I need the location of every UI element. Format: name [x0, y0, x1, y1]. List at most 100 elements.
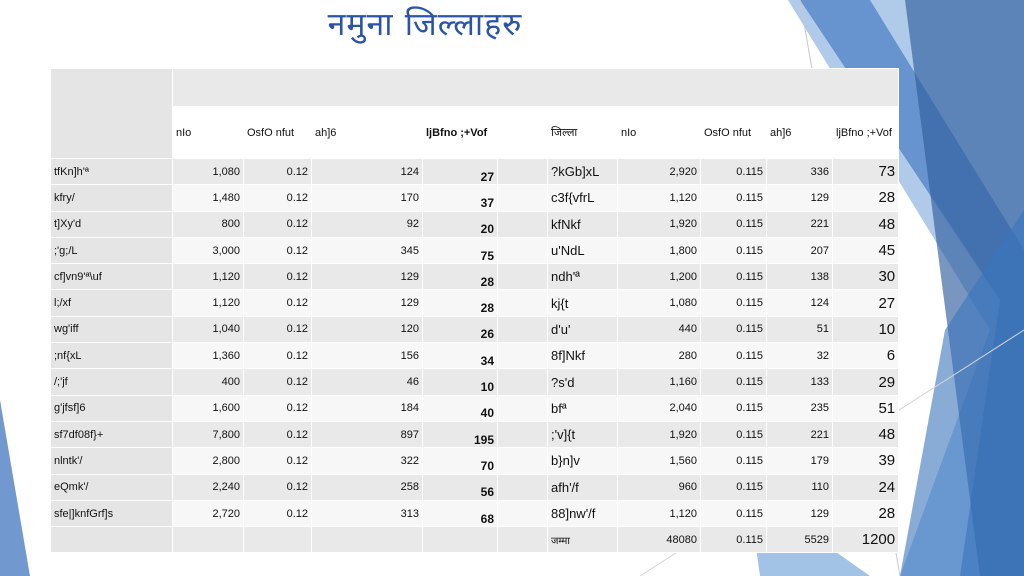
ratio-right: 0.115 — [700, 447, 767, 475]
schools-left: 27 — [422, 157, 498, 186]
area-right: 960 — [617, 473, 701, 501]
area-right: 2,920 — [617, 157, 701, 186]
ratio-right: 0.115 — [700, 184, 767, 212]
total-blank-cell — [497, 526, 548, 554]
ratio-right: 0.115 — [700, 420, 767, 449]
budget-left: 258 — [311, 473, 423, 501]
area-left: 1,040 — [172, 315, 244, 344]
table-row: nlntk'/2,800 0.12 322 70 b}n]v 1,560 0.115 179 3… — [50, 447, 900, 475]
ratio-right: 0.115 — [700, 368, 767, 396]
district-name-left: sf7df08f}+ — [50, 420, 173, 449]
table-row: g'jfsf]6 1,600 0.12 184 40 bfª 2,040 0.115 235 51 — [50, 394, 900, 422]
budget-left: 170 — [311, 184, 423, 212]
ratio-left: 0.12 — [243, 368, 312, 396]
area-left: 1,360 — [172, 342, 244, 370]
ratio-left: 0.12 — [243, 447, 312, 475]
total-budget: 5529 — [766, 526, 833, 554]
area-right: 1,200 — [617, 263, 701, 291]
table-total-row: जम्मा 48080 0.115 5529 1200 — [50, 526, 900, 554]
district-name-left: l;/xf — [50, 289, 173, 317]
schools-right: 6 — [831, 342, 900, 370]
area-left: 2,800 — [172, 447, 244, 475]
budget-left: 124 — [311, 157, 423, 186]
total-blank-cell — [50, 526, 173, 554]
area-right: 1,560 — [617, 447, 701, 475]
header-budget-right: ah]6 — [766, 106, 833, 159]
district-name-left: g'jfsf]6 — [50, 394, 173, 422]
schools-left: 10 — [422, 368, 498, 396]
schools-right: 48 — [831, 420, 900, 449]
district-name-right: kj{t — [547, 289, 618, 317]
budget-right: 221 — [766, 210, 833, 238]
header-blank-cell — [497, 106, 548, 159]
area-right: 1,920 — [617, 420, 701, 449]
schools-left: 40 — [422, 394, 498, 422]
budget-left: 129 — [311, 289, 423, 317]
ratio-right: 0.115 — [700, 157, 767, 186]
schools-right: 48 — [831, 210, 900, 238]
ratio-left: 0.12 — [243, 394, 312, 422]
area-left: 7,800 — [172, 420, 244, 449]
header-budget-left: ah]6 — [311, 106, 423, 159]
header-district-right: जिल्ला — [547, 106, 618, 159]
total-area: 48080 — [617, 526, 701, 554]
area-left: 400 — [172, 368, 244, 396]
schools-left: 195 — [422, 420, 498, 449]
schools-right: 51 — [831, 394, 900, 422]
schools-left: 28 — [422, 263, 498, 291]
district-name-right: afh'/f — [547, 473, 618, 501]
schools-left: 68 — [422, 499, 498, 528]
blank-cell — [497, 342, 548, 370]
table-row: sf7df08f}+ 7,800 0.12 897 195 ;'v]{t 1,920 0.11… — [50, 420, 900, 449]
district-name-right: kfNkf — [547, 210, 618, 238]
budget-right: 138 — [766, 263, 833, 291]
schools-right: 27 — [831, 289, 900, 317]
slide-title: नमुना जिल्लाहरु — [327, 5, 523, 43]
budget-left: 184 — [311, 394, 423, 422]
schools-left: 70 — [422, 447, 498, 475]
area-right: 440 — [617, 315, 701, 344]
table-header-row: nIo OsfO nfut ah]6 ljBfno ;+Vof जिल्ला n… — [51, 106, 900, 159]
table-row: eQmk'/2,240 0.12 258 56 afh'/f 960 0.115 110 24 — [50, 473, 900, 501]
blank-cell — [497, 210, 548, 238]
table-row: ;'g;/L 3,000 0.12 345 75 u'NdL 1,800 0.115 207 45 — [50, 236, 900, 265]
total-label: जम्मा — [547, 526, 618, 554]
area-right: 1,920 — [617, 210, 701, 238]
budget-right: 129 — [766, 499, 833, 528]
ratio-right: 0.115 — [700, 289, 767, 317]
table-row: wg'iff 1,040 0.12 120 26 d'u' 440 0.115 51 10 — [50, 315, 900, 344]
ratio-left: 0.12 — [243, 420, 312, 449]
total-blank-cell — [311, 526, 423, 554]
blank-cell — [497, 420, 548, 449]
ratio-right: 0.115 — [700, 315, 767, 344]
schools-right: 45 — [831, 236, 900, 265]
ratio-right: 0.115 — [700, 236, 767, 265]
blank-cell — [497, 447, 548, 475]
ratio-left: 0.12 — [243, 184, 312, 212]
ratio-left: 0.12 — [243, 499, 312, 528]
header-area-right: nIo — [617, 106, 701, 159]
blank-cell — [497, 473, 548, 501]
header-area-left: nIo — [172, 106, 244, 159]
district-name-right: bfª — [547, 394, 618, 422]
district-name-right: d'u' — [547, 315, 618, 344]
budget-left: 120 — [311, 315, 423, 344]
area-right: 1,120 — [617, 499, 701, 528]
ratio-left: 0.12 — [243, 315, 312, 344]
table-row: t]Xy'd 800 0.12 92 20 kfNkf 1,920 0.115 221 48 — [50, 210, 900, 238]
ratio-left: 0.12 — [243, 210, 312, 238]
blank-cell — [497, 368, 548, 396]
schools-left: 75 — [422, 236, 498, 265]
budget-right: 133 — [766, 368, 833, 396]
schools-right: 39 — [831, 447, 900, 475]
top-spacer-cell — [171, 68, 900, 107]
blank-cell — [497, 499, 548, 528]
budget-left: 322 — [311, 447, 423, 475]
area-right: 1,120 — [617, 184, 701, 212]
schools-left: 37 — [422, 184, 498, 212]
schools-right: 29 — [831, 368, 900, 396]
budget-right: 207 — [766, 236, 833, 265]
area-left: 1,600 — [172, 394, 244, 422]
ratio-right: 0.115 — [700, 499, 767, 528]
